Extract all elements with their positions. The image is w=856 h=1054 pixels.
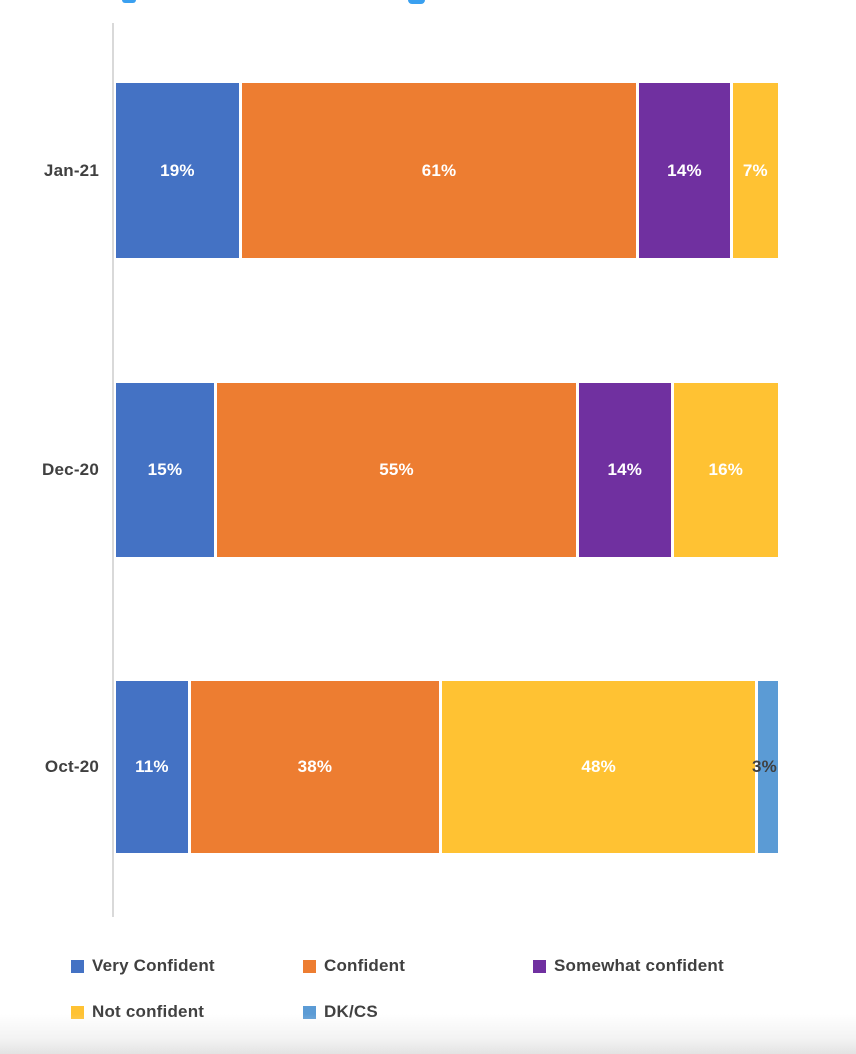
segment-value-label: 3% — [752, 757, 777, 776]
segment-dec-20-not-confident: 16% — [673, 383, 779, 557]
segment-value-label: 19% — [160, 160, 195, 180]
legend-item-dk-cs: DK/CS — [303, 1000, 378, 1024]
category-label-oct-20: Oct-20 — [44, 757, 99, 776]
legend-item-somewhat-confident: Somewhat confident — [533, 954, 724, 978]
segment-value-label: 11% — [135, 757, 169, 776]
legend-label-dk-cs: DK/CS — [324, 1002, 378, 1021]
segment-value-label: 7% — [742, 160, 768, 180]
segment-oct-20-very-confident: 11% — [116, 681, 188, 853]
segment-jan-21-confident: 61% — [241, 83, 637, 258]
category-label-jan-21: Jan-21 — [43, 160, 99, 180]
legend-swatch-dk-cs — [303, 1005, 316, 1019]
legend-item-confident: Confident — [303, 954, 405, 978]
segment-value-label: 55% — [379, 460, 414, 479]
segment-jan-21-somewhat-confident: 14% — [639, 83, 730, 258]
segment-dec-20-somewhat-confident: 14% — [579, 383, 671, 557]
legend-label-not-confident: Not confident — [92, 1002, 205, 1021]
cropped-title-fragment — [122, 0, 136, 3]
segment-value-label: 15% — [147, 460, 183, 479]
legend-swatch-somewhat-confident — [533, 959, 546, 973]
segment-dec-20-confident: 55% — [216, 383, 577, 557]
legend-swatch-not-confident — [71, 1005, 84, 1019]
bar-row-oct-20: Oct-20 11% 38% 48% 3% — [0, 681, 856, 853]
stacked-bar-jan-21: 19% 61% 14% 7% — [116, 83, 778, 258]
legend-item-not-confident: Not confident — [71, 1000, 204, 1024]
category-label-dec-20: Dec-20 — [42, 460, 99, 479]
stacked-bar-oct-20: 11% 38% 48% 3% — [116, 681, 778, 853]
segment-dec-20-very-confident: 15% — [116, 383, 214, 557]
legend-label-very-confident: Very Confident — [92, 956, 215, 975]
legend-label-somewhat-confident: Somewhat confident — [554, 956, 724, 975]
segment-value-label: 14% — [607, 460, 643, 479]
segment-value-label: 16% — [708, 460, 744, 479]
segment-oct-20-confident: 38% — [190, 681, 439, 853]
segment-jan-21-not-confident: 7% — [732, 83, 778, 258]
y-axis-line — [112, 23, 114, 917]
segment-value-label: 48% — [581, 757, 616, 776]
bar-row-jan-21: Jan-21 19% 61% 14% 7% — [0, 83, 856, 258]
segment-oct-20-dk-cs: 3% — [752, 681, 778, 853]
segment-value-label: 38% — [297, 757, 333, 776]
segment-value-label: 61% — [421, 160, 457, 180]
segment-value-label: 14% — [667, 160, 702, 180]
legend-swatch-confident — [303, 959, 316, 973]
cropped-title-fragment — [408, 0, 425, 4]
segment-oct-20-not-confident: 48% — [441, 681, 756, 853]
segment-jan-21-very-confident: 19% — [116, 83, 239, 258]
legend-swatch-very-confident — [71, 959, 84, 973]
legend-item-very-confident: Very Confident — [71, 954, 215, 978]
bar-row-dec-20: Dec-20 15% 55% 14% 16% — [0, 383, 856, 557]
stacked-bar-dec-20: 15% 55% 14% 16% — [116, 383, 779, 557]
legend-label-confident: Confident — [324, 956, 406, 975]
